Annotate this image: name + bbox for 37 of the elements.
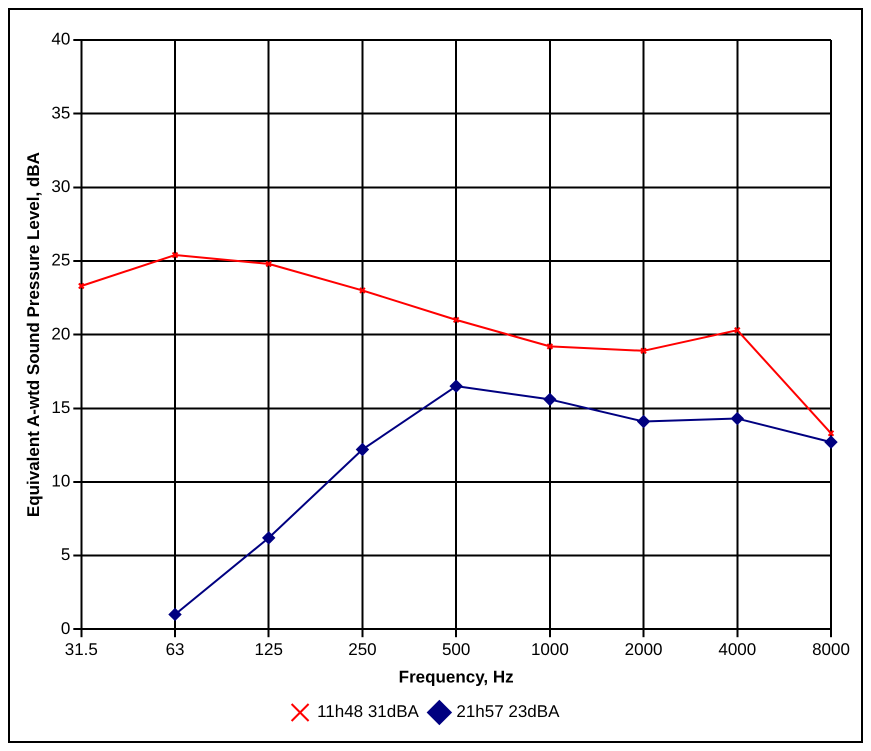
point bbox=[450, 380, 463, 393]
point bbox=[172, 252, 178, 259]
x-tick-label: 8000 bbox=[812, 640, 850, 660]
y-tick-label: 25 bbox=[51, 250, 70, 270]
point bbox=[168, 608, 182, 621]
x-tick-label: 31.5 bbox=[64, 640, 98, 660]
point bbox=[734, 326, 741, 334]
x-tick-label: 2000 bbox=[624, 640, 662, 660]
x-tick-label: 500 bbox=[442, 640, 470, 660]
point bbox=[546, 342, 554, 350]
x-tick-label: 1000 bbox=[530, 640, 569, 660]
y-tick-label: 35 bbox=[51, 103, 70, 122]
y-tick-label: 0 bbox=[60, 618, 70, 638]
y-tick-label: 5 bbox=[60, 545, 70, 564]
point bbox=[730, 412, 744, 426]
x-tick-label: 63 bbox=[166, 640, 184, 660]
legend-label: 21h57 23dBA bbox=[456, 702, 560, 722]
point bbox=[262, 531, 276, 544]
point bbox=[358, 286, 366, 294]
legend-label: 11h48 31dBA bbox=[317, 702, 420, 722]
x-tick-label: 4000 bbox=[718, 640, 756, 660]
point bbox=[452, 316, 460, 324]
x-tick-label: 125 bbox=[254, 640, 283, 660]
y-tick-label: 30 bbox=[51, 176, 70, 196]
point bbox=[824, 436, 838, 449]
point bbox=[640, 347, 648, 354]
point bbox=[543, 392, 556, 406]
y-tick-label: 20 bbox=[51, 324, 70, 344]
y-tick-label: 15 bbox=[51, 398, 70, 417]
point bbox=[356, 442, 369, 456]
y-tick-label: 10 bbox=[51, 472, 70, 491]
x-tick-label: 250 bbox=[348, 640, 377, 660]
y-tick-label: 40 bbox=[51, 30, 70, 49]
point bbox=[637, 415, 650, 428]
x-axis-title: Frequency, Hz bbox=[398, 667, 514, 686]
y-axis-title: Equivalent A-wtd Sound Pressure Level, dBA bbox=[24, 152, 43, 518]
point bbox=[265, 260, 272, 268]
